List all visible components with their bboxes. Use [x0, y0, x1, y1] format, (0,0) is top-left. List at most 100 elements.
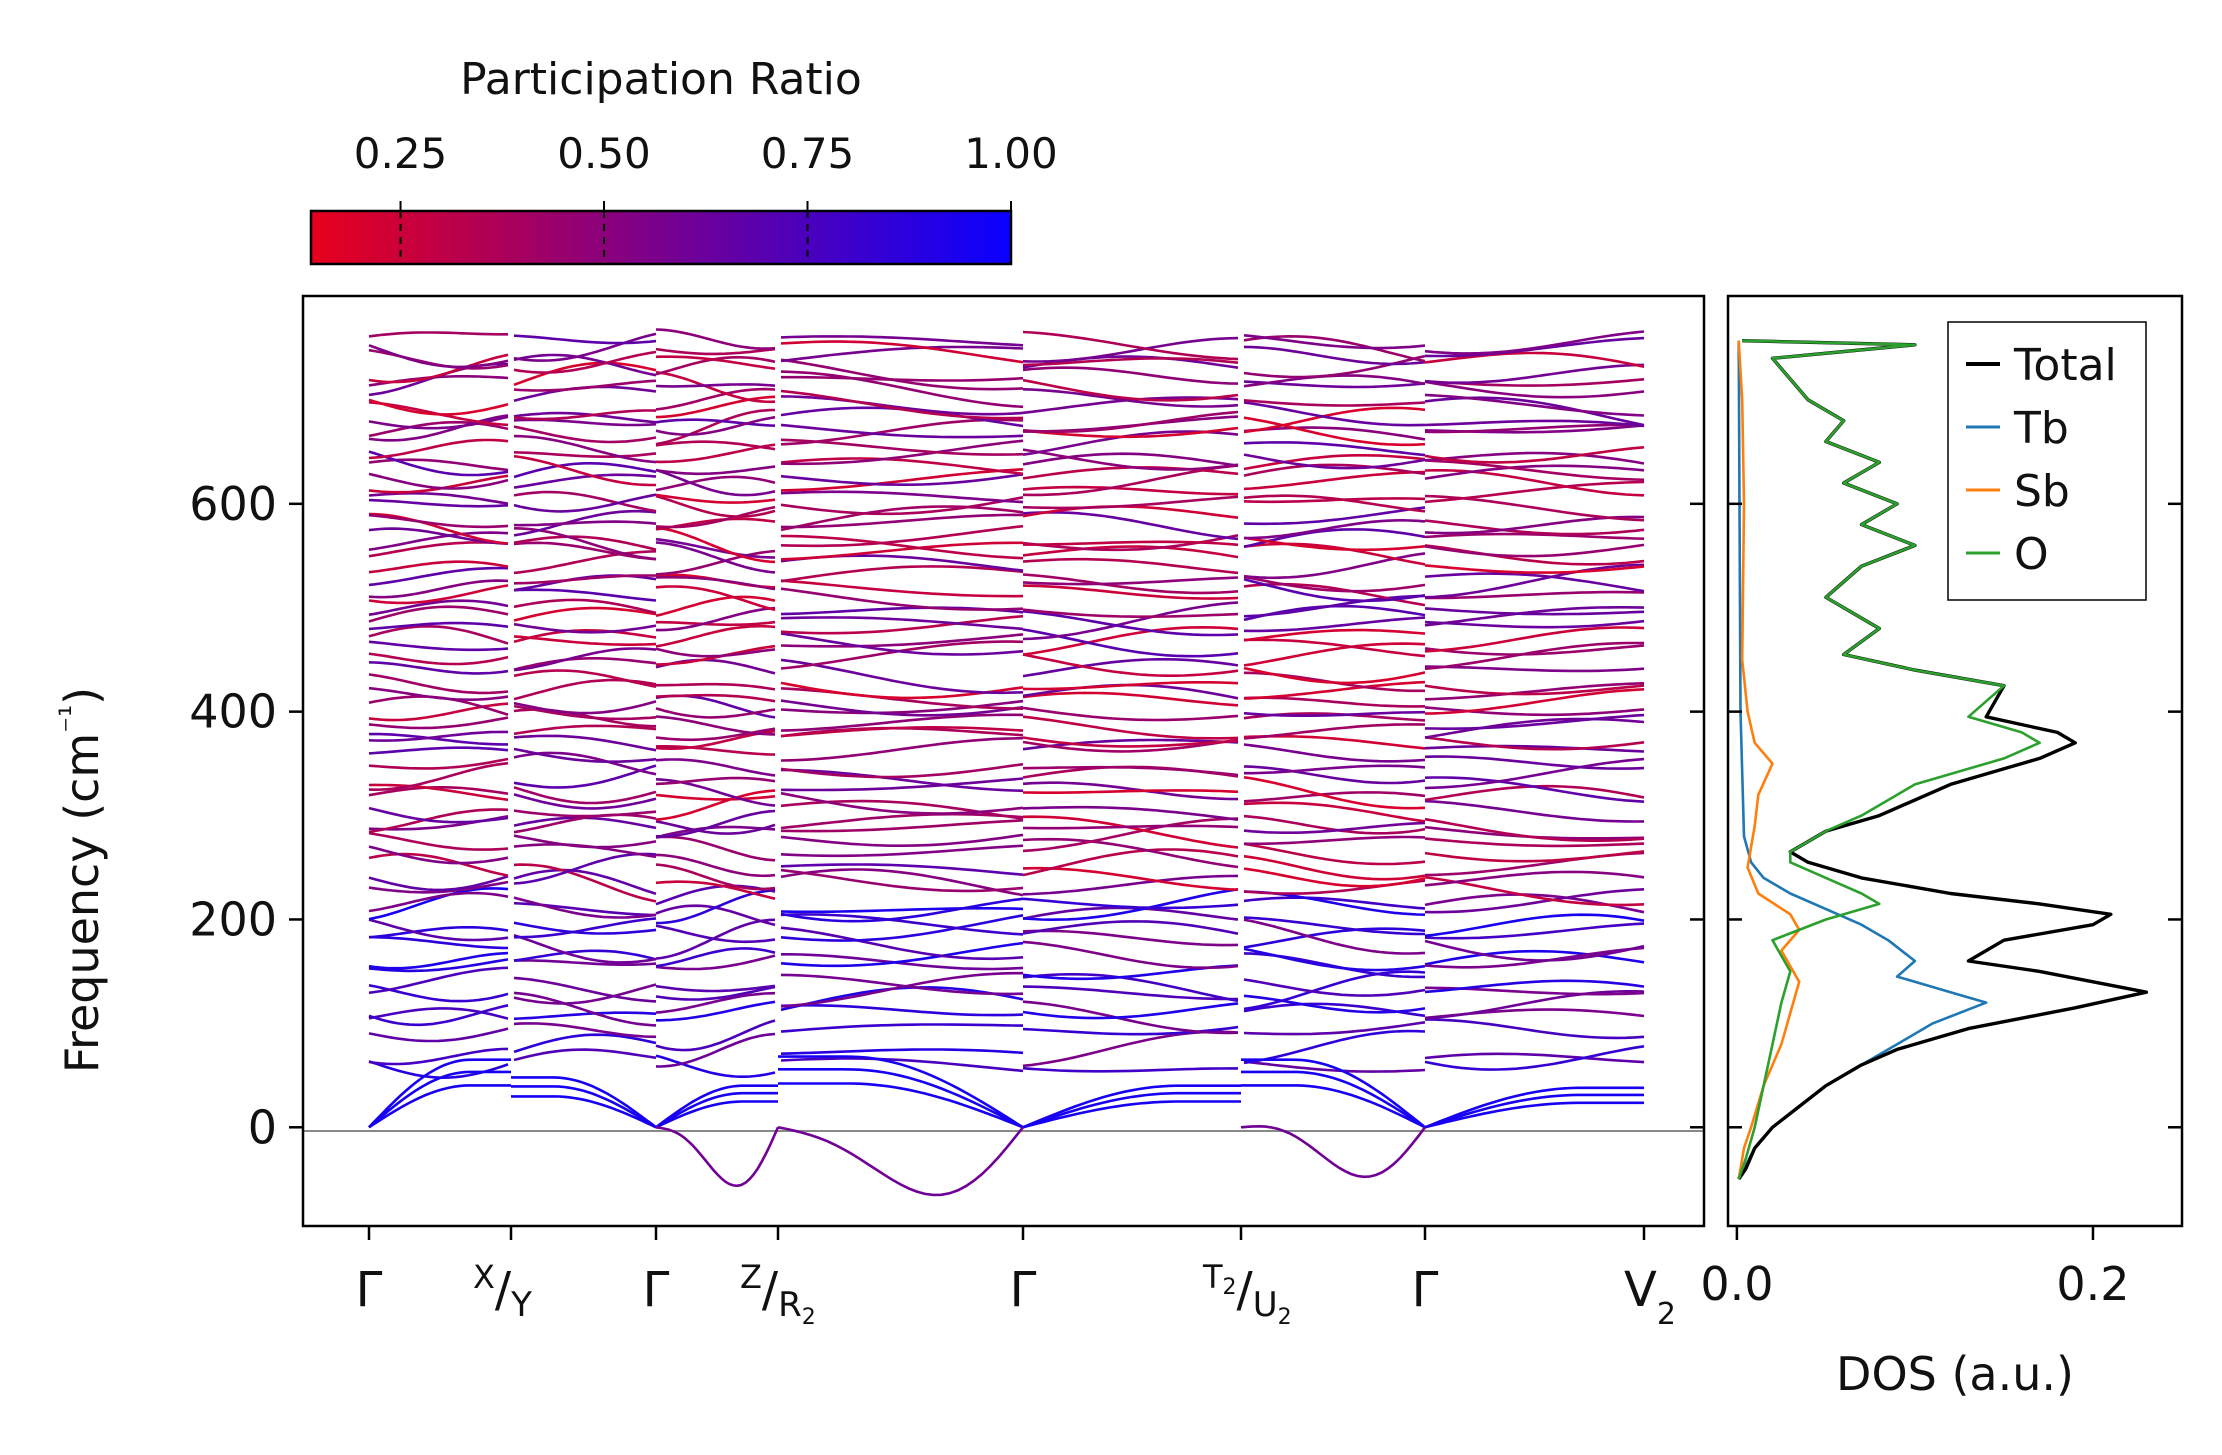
band-line: [655, 825, 776, 839]
band-line: [1243, 743, 1426, 763]
band-line: [513, 509, 657, 537]
band-line: [1424, 363, 1645, 385]
dos-x-tick-label: 0.0: [1700, 1257, 1773, 1311]
band-line: [368, 640, 509, 652]
band-line: [1022, 715, 1239, 740]
band-line: [1243, 666, 1426, 685]
band-line: [368, 605, 509, 623]
band-line: [1022, 920, 1239, 935]
acoustic-band: [778, 1055, 1024, 1129]
band-line: [1022, 738, 1239, 751]
band-line: [780, 863, 1024, 876]
band-line: [1243, 916, 1425, 936]
band-line: [780, 418, 1024, 446]
band-line: [1022, 426, 1239, 439]
frequency-axis-tick-labels: 0 200 400 600: [189, 477, 277, 1154]
band-line: [1243, 978, 1426, 997]
acoustic-band: [655, 1084, 778, 1129]
band-line: [655, 863, 776, 891]
y-tick-label: 600: [189, 477, 277, 531]
k-path-labels: Γ X/Y Γ Z/R2 Γ T2/U2 Γ V2: [356, 1258, 1676, 1332]
band-line: [1243, 696, 1426, 708]
band-line: [513, 647, 657, 672]
band-line: [780, 565, 1024, 583]
band-line: [513, 816, 657, 830]
band-line: [513, 361, 657, 387]
band-line: [513, 896, 657, 919]
band-line: [513, 991, 657, 1027]
band-line: [513, 793, 657, 810]
band-line: [655, 693, 776, 703]
band-line: [655, 370, 776, 404]
band-line: [368, 584, 509, 605]
band-line: [1424, 1052, 1645, 1064]
band-line: [1243, 536, 1426, 552]
band-line: [513, 656, 657, 671]
colorbar-tick-labels: 0.25 0.50 0.75 1.00: [354, 129, 1058, 178]
soft-mode-band: [1240, 1124, 1427, 1179]
band-line: [1424, 688, 1645, 715]
band-line: [368, 783, 509, 802]
band-line: [1243, 821, 1426, 835]
band-line: [368, 450, 509, 477]
k-label: Z/R2: [740, 1258, 816, 1330]
band-line: [780, 658, 1024, 695]
band-line: [655, 443, 776, 464]
dos-axis-ticks: [1728, 502, 2182, 1240]
band-line: [1243, 680, 1426, 700]
band-line: [1022, 485, 1238, 496]
band-line: [513, 451, 657, 459]
band-line: [1424, 682, 1645, 701]
band-line: [368, 1027, 509, 1043]
band-line: [1424, 946, 1645, 969]
band-line: [513, 350, 657, 374]
band-line: [1022, 1002, 1239, 1020]
band-line: [368, 513, 509, 529]
band-line: [1022, 736, 1239, 748]
band-line: [1023, 415, 1239, 433]
dispersion-panel: 0 200 400 600 Γ X/Y Γ Z/R2 Γ T2/U2 Γ V2 Frequency …: [54, 294, 1706, 1332]
band-line: [1243, 628, 1426, 642]
band-line: [655, 1019, 776, 1052]
band-line: [368, 808, 509, 834]
band-line: [513, 434, 657, 464]
band-line: [1243, 801, 1426, 823]
band-line: [1424, 572, 1645, 593]
band-line: [1243, 994, 1426, 1014]
band-line: [513, 700, 657, 715]
band-line: [1424, 419, 1645, 428]
band-line: [780, 736, 1024, 762]
band-line: [655, 778, 776, 807]
band-line: [368, 716, 509, 730]
band-line: [1243, 594, 1426, 618]
band-line: [1022, 848, 1239, 877]
frequency-axis-ticks: [289, 502, 1704, 1129]
band-line: [513, 332, 657, 362]
band-line: [513, 461, 657, 479]
band-line: [780, 1023, 1024, 1033]
band-line: [780, 473, 1024, 487]
band-line: [513, 983, 657, 1005]
band-line: [780, 913, 1024, 936]
band-line: [1243, 399, 1426, 407]
band-line: [368, 541, 509, 558]
band-line: [655, 924, 776, 944]
band-line: [780, 541, 1023, 561]
band-line: [655, 387, 776, 411]
band-line: [1022, 874, 1239, 896]
band-line: [369, 935, 509, 950]
band-line: [1243, 497, 1426, 504]
band-line: [368, 566, 509, 587]
band-line: [1022, 388, 1239, 408]
band-line: [513, 334, 657, 345]
band-line: [513, 834, 657, 849]
acoustic-band: [1022, 1084, 1241, 1129]
band-line: [780, 358, 1024, 391]
band-line: [1022, 608, 1239, 619]
band-line: [513, 724, 657, 736]
band-line: [1022, 336, 1239, 363]
band-line: [780, 534, 1024, 560]
band-line: [513, 1033, 657, 1054]
phonon-bands: [368, 328, 1645, 1197]
